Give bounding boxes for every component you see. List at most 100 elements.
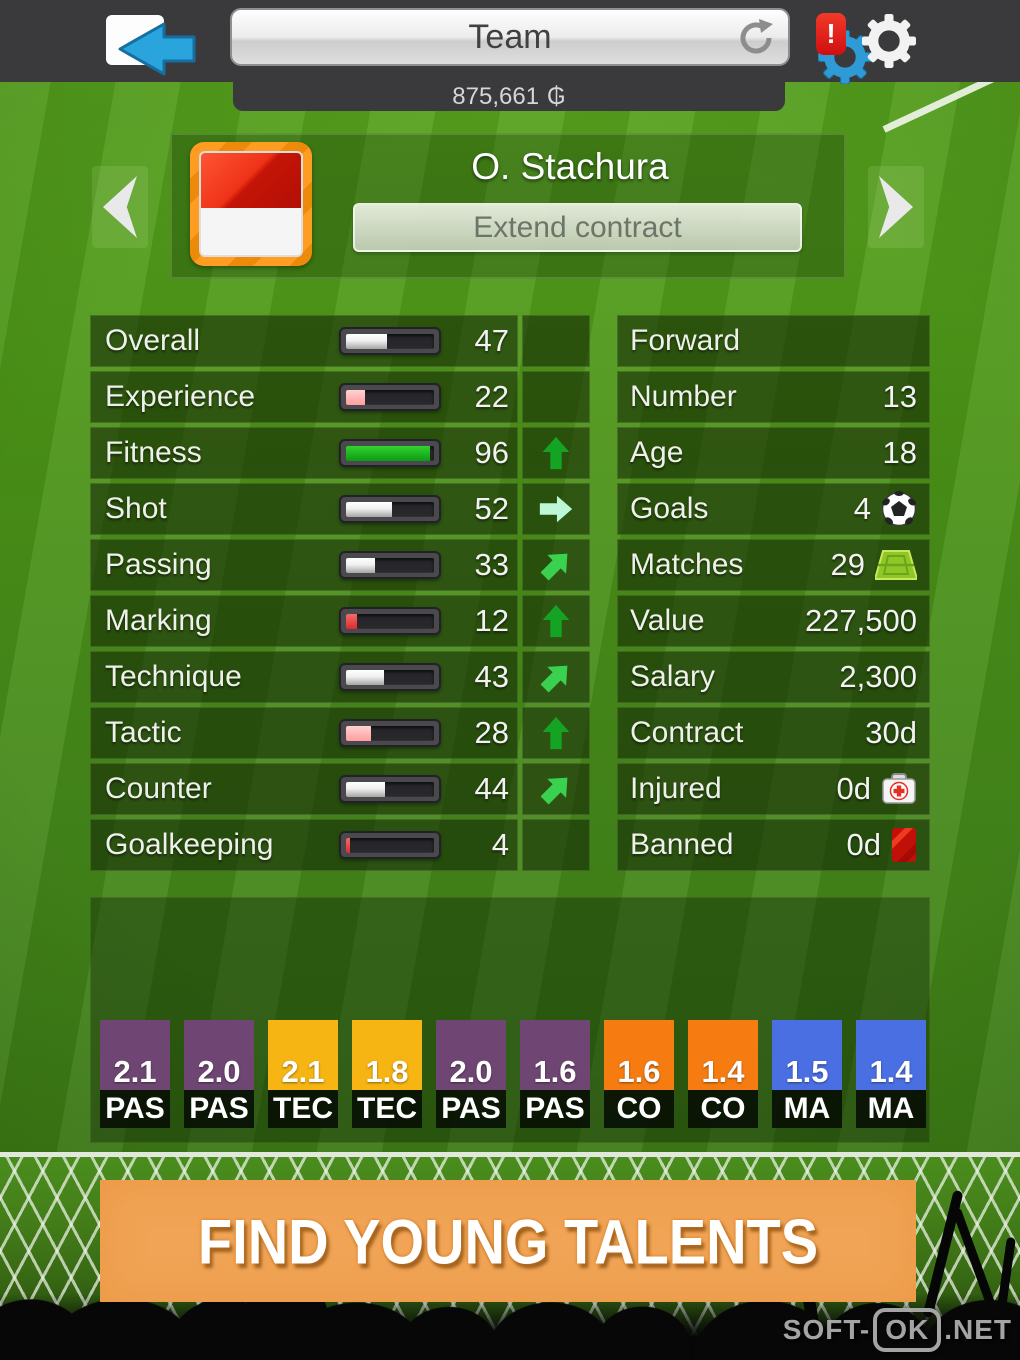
trend-arrow-icon [522,763,590,815]
rating-chip: 1.4 MA [856,1020,926,1128]
extend-contract-button[interactable]: Extend contract [353,203,802,252]
trend-arrow-icon [522,651,590,703]
rating-chip: 1.5 MA [772,1020,842,1128]
stat-value: 33 [474,547,509,582]
stat-value: 4 [491,827,509,862]
stat-bar [339,831,441,859]
rating-value: 1.8 [365,1054,409,1089]
info-label: Age [630,436,684,469]
previous-player-button[interactable] [92,166,148,248]
stat-bar [339,495,441,523]
stat-row: Passing 33 [90,539,590,591]
stat-value: 28 [474,715,509,750]
rating-label: PAS [520,1090,590,1128]
alert-exclamation: ! [826,18,836,49]
stat-value: 22 [474,379,509,414]
info-label: Contract [630,716,744,749]
trend-arrow-icon [522,427,590,479]
info-label: Injured [630,772,722,805]
stat-cell: Counter 44 [90,763,518,815]
player-name: O. Stachura [471,146,669,187]
back-arrow-icon[interactable] [112,20,198,83]
currency-icon: ₲ [547,82,566,110]
next-player-button[interactable] [868,166,924,248]
rating-label: MA [772,1090,842,1128]
stat-cell: Experience 22 [90,371,518,423]
info-label: Value [630,604,705,637]
chevron-left-icon [103,176,137,238]
info-value: 18 [882,435,917,470]
info-label: Salary [630,660,716,693]
rating-label: CO [604,1090,674,1128]
stat-bar [339,719,441,747]
pitch-icon [875,549,917,581]
stat-cell: Tactic 28 [90,707,518,759]
trend-arrow-icon [522,707,590,759]
rating-chip: 1.8 TEC [352,1020,422,1128]
stat-cell: Fitness 96 [90,427,518,479]
stat-label: Overall [105,324,201,357]
stat-value: 12 [474,603,509,638]
stat-value: 47 [474,323,509,358]
chevron-right-icon [879,176,913,238]
info-row: Number 13 [617,371,930,423]
stat-cell: Technique 43 [90,651,518,703]
info-row: Matches 29 [617,539,930,591]
trend-arrow-icon [522,539,590,591]
stat-label: Goalkeeping [105,828,274,861]
stat-row: Shot 52 [90,483,590,535]
watermark: SOFT- OK .NET [783,1308,1012,1352]
info-label: Goals [630,492,709,525]
info-label: Matches [630,548,744,581]
stat-cell: Overall 47 [90,315,518,367]
rating-label: TEC [352,1090,422,1128]
find-young-talents-button[interactable]: FIND YOUNG TALENTS [100,1180,916,1302]
info-row: Forward [617,315,930,367]
stat-value: 96 [474,435,509,470]
stat-label: Marking [105,604,212,637]
stat-bar [339,327,441,355]
stat-bar [339,607,441,635]
money-bar: 875,661 ₲ [233,82,785,111]
rating-chip: 1.4 CO [688,1020,758,1128]
stat-value: 44 [474,771,509,806]
attributes-table: Overall 47 Experience 22 Fitness 96 Shot [90,315,590,871]
rating-label: CO [688,1090,758,1128]
stat-label: Shot [105,492,167,525]
watermark-post: .NET [944,1314,1012,1345]
soccer-ball-icon [881,491,917,527]
rating-chip: 1.6 PAS [520,1020,590,1128]
stat-row: Tactic 28 [90,707,590,759]
stat-row: Overall 47 [90,315,590,367]
rating-label: PAS [436,1090,506,1128]
alert-badge[interactable]: ! [816,13,846,55]
stat-cell: Marking 12 [90,595,518,647]
stat-label: Fitness [105,436,202,469]
stat-value: 43 [474,659,509,694]
stat-label: Passing [105,548,212,581]
settings-gear-icon[interactable] [862,14,916,73]
rating-label: MA [856,1090,926,1128]
refresh-icon[interactable] [736,18,776,63]
rating-chip: 2.0 PAS [436,1020,506,1128]
watermark-pre: SOFT- [782,1314,871,1345]
rating-chip: 1.6 CO [604,1020,674,1128]
info-row: Salary 2,300 [617,651,930,703]
rating-value: 2.1 [281,1054,325,1089]
stat-cell: Shot 52 [90,483,518,535]
team-selector[interactable]: Team [230,8,790,66]
info-label: Banned [630,828,734,861]
stat-bar [339,775,441,803]
stat-row: Marking 12 [90,595,590,647]
rating-value: 1.6 [617,1054,661,1089]
rating-value: 1.5 [785,1054,829,1089]
stat-value: 52 [474,491,509,526]
trend-arrow-icon [522,595,590,647]
rating-value: 1.4 [869,1054,913,1089]
rating-chip: 2.1 TEC [268,1020,338,1128]
info-value: 0d [846,827,881,862]
stat-bar [339,663,441,691]
info-row: Banned 0d [617,819,930,871]
watermark-boxed: OK [873,1308,942,1352]
info-value: 227,500 [804,603,917,638]
